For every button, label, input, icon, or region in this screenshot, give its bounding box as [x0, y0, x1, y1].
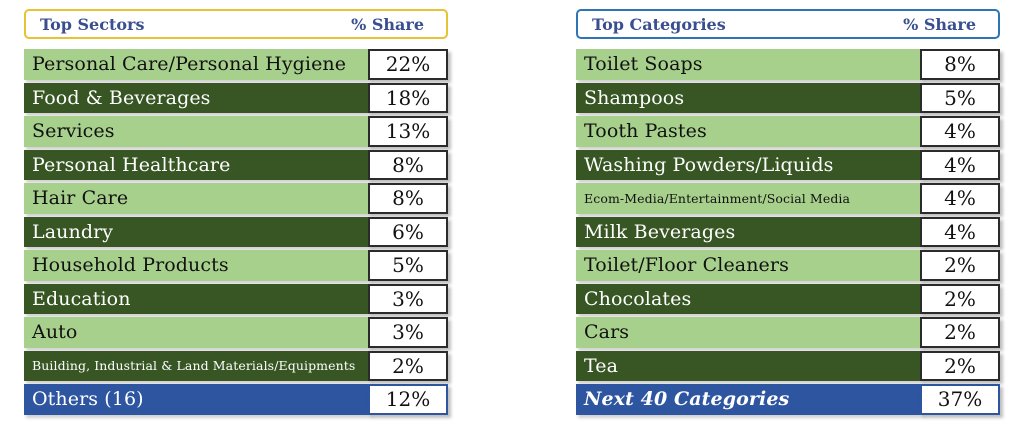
category-share: 8% — [920, 49, 1000, 80]
category-share: 4% — [920, 183, 1000, 214]
category-share: 2% — [920, 283, 1000, 314]
category-share: 4% — [920, 216, 1000, 247]
category-label: Ecom-Media/Entertainment/Social Media — [576, 183, 922, 214]
top-sectors-panel: Top Sectors % Share Personal Care/Person… — [24, 9, 448, 418]
sector-row: Personal Healthcare 8% — [24, 149, 448, 180]
category-share: 4% — [920, 116, 1000, 147]
category-row: Chocolates 2% — [576, 283, 1000, 314]
sector-label: Services — [24, 116, 370, 147]
category-label: Toilet Soaps — [576, 49, 922, 80]
top-categories-header: Top Categories % Share — [576, 9, 1000, 39]
category-row: Toilet Soaps 8% — [576, 49, 1000, 80]
sector-row-others: Others (16) 12% — [24, 384, 448, 415]
category-label: Washing Powders/Liquids — [576, 149, 922, 180]
category-label: Shampoos — [576, 82, 922, 113]
sector-share: 22% — [368, 49, 448, 80]
category-row: Toilet/Floor Cleaners 2% — [576, 250, 1000, 281]
sector-label: Building, Industrial & Land Materials/Eq… — [24, 350, 370, 381]
category-row: Tooth Pastes 4% — [576, 116, 1000, 147]
category-row: Milk Beverages 4% — [576, 216, 1000, 247]
sector-label: Personal Care/Personal Hygiene — [24, 49, 370, 80]
sector-share: 13% — [368, 116, 448, 147]
sector-row: Auto 3% — [24, 317, 448, 348]
sector-row: Hair Care 8% — [24, 183, 448, 214]
category-row: Shampoos 5% — [576, 82, 1000, 113]
category-label: Tea — [576, 350, 922, 381]
category-label: Chocolates — [576, 283, 922, 314]
top-categories-title: Top Categories — [592, 14, 726, 34]
category-row: Ecom-Media/Entertainment/Social Media 4% — [576, 183, 1000, 214]
category-share: 5% — [920, 82, 1000, 113]
sector-row: Services 13% — [24, 116, 448, 147]
sector-share: 8% — [368, 149, 448, 180]
category-share: 2% — [920, 317, 1000, 348]
sector-label: Laundry — [24, 216, 370, 247]
sector-row: Personal Care/Personal Hygiene 22% — [24, 49, 448, 80]
sector-row: Education 3% — [24, 283, 448, 314]
category-label: Tooth Pastes — [576, 116, 922, 147]
category-label: Milk Beverages — [576, 216, 922, 247]
category-share: 2% — [920, 350, 1000, 381]
sector-share: 12% — [368, 384, 448, 415]
category-row-next-40: Next 40 Categories 37% — [576, 384, 1000, 415]
sector-label: Household Products — [24, 250, 370, 281]
category-row: Tea 2% — [576, 350, 1000, 381]
top-categories-share-heading: % Share — [903, 14, 976, 34]
sector-label: Education — [24, 283, 370, 314]
sector-label: Hair Care — [24, 183, 370, 214]
sector-share: 8% — [368, 183, 448, 214]
top-sectors-title: Top Sectors — [40, 14, 145, 34]
category-share: 4% — [920, 149, 1000, 180]
category-share: 37% — [920, 384, 1000, 415]
sector-row: Building, Industrial & Land Materials/Eq… — [24, 350, 448, 381]
sector-row: Food & Beverages 18% — [24, 82, 448, 113]
top-categories-panel: Top Categories % Share Toilet Soaps 8% Sh… — [576, 9, 1000, 418]
sector-label: Auto — [24, 317, 370, 348]
top-sectors-share-heading: % Share — [351, 14, 424, 34]
sector-share: 3% — [368, 317, 448, 348]
sector-share: 3% — [368, 283, 448, 314]
sector-label: Personal Healthcare — [24, 149, 370, 180]
category-share: 2% — [920, 250, 1000, 281]
top-sectors-rows: Personal Care/Personal Hygiene 22% Food &… — [24, 49, 448, 415]
sector-share: 18% — [368, 82, 448, 113]
top-categories-rows: Toilet Soaps 8% Shampoos 5% Tooth Pastes 4%… — [576, 49, 1000, 415]
category-row: Washing Powders/Liquids 4% — [576, 149, 1000, 180]
sector-label: Others (16) — [24, 384, 370, 415]
sector-label: Food & Beverages — [24, 82, 370, 113]
sector-share: 2% — [368, 350, 448, 381]
category-label: Next 40 Categories — [576, 384, 922, 415]
category-row: Cars 2% — [576, 317, 1000, 348]
top-sectors-header: Top Sectors % Share — [24, 9, 448, 39]
category-label: Toilet/Floor Cleaners — [576, 250, 922, 281]
sector-share: 5% — [368, 250, 448, 281]
sector-row: Laundry 6% — [24, 216, 448, 247]
category-label: Cars — [576, 317, 922, 348]
sector-row: Household Products 5% — [24, 250, 448, 281]
sector-share: 6% — [368, 216, 448, 247]
